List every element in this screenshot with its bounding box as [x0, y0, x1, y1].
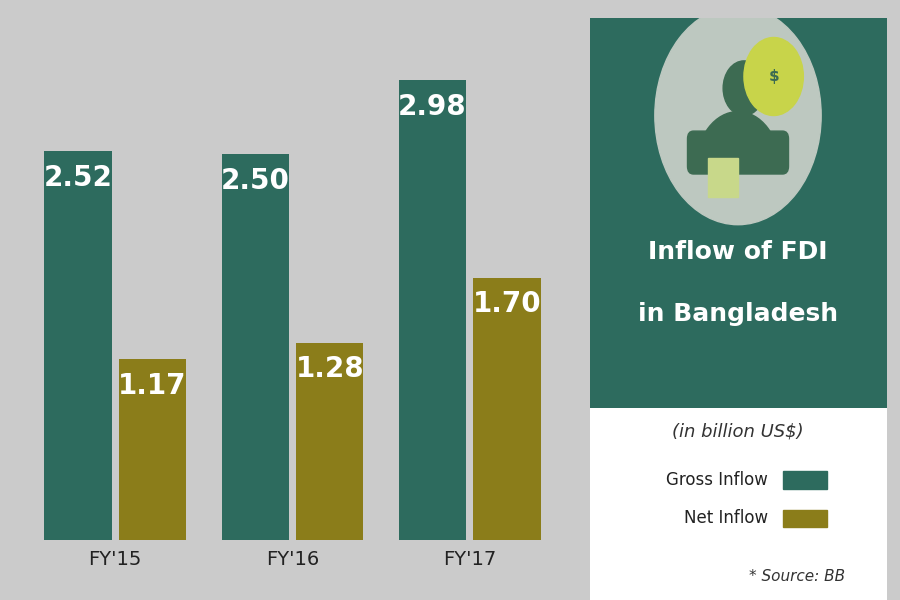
- Text: 1.28: 1.28: [295, 355, 364, 383]
- Bar: [473, 278, 541, 540]
- Bar: [44, 151, 112, 540]
- Text: 2.52: 2.52: [43, 164, 112, 191]
- Text: * Source: BB: * Source: BB: [750, 569, 845, 584]
- FancyBboxPatch shape: [708, 158, 738, 197]
- FancyBboxPatch shape: [688, 131, 788, 174]
- Text: 1.17: 1.17: [118, 372, 186, 400]
- Text: 2.98: 2.98: [398, 92, 467, 121]
- Text: (in billion US$): (in billion US$): [672, 422, 804, 440]
- Text: Net Inflow: Net Inflow: [684, 509, 768, 527]
- Bar: [399, 80, 466, 540]
- Bar: [783, 472, 827, 488]
- Text: 2.50: 2.50: [220, 167, 290, 194]
- Circle shape: [744, 37, 804, 115]
- Bar: [783, 510, 827, 527]
- Wedge shape: [697, 112, 779, 166]
- Text: in Bangladesh: in Bangladesh: [638, 302, 838, 326]
- Bar: [296, 343, 364, 540]
- Text: Gross Inflow: Gross Inflow: [666, 471, 768, 489]
- Bar: [119, 359, 186, 540]
- Circle shape: [717, 53, 770, 124]
- Text: $: $: [769, 69, 779, 84]
- Text: 1.70: 1.70: [472, 290, 541, 318]
- Circle shape: [724, 61, 765, 115]
- Text: Inflow of FDI: Inflow of FDI: [648, 240, 828, 264]
- Bar: [221, 154, 289, 540]
- Circle shape: [655, 6, 821, 225]
